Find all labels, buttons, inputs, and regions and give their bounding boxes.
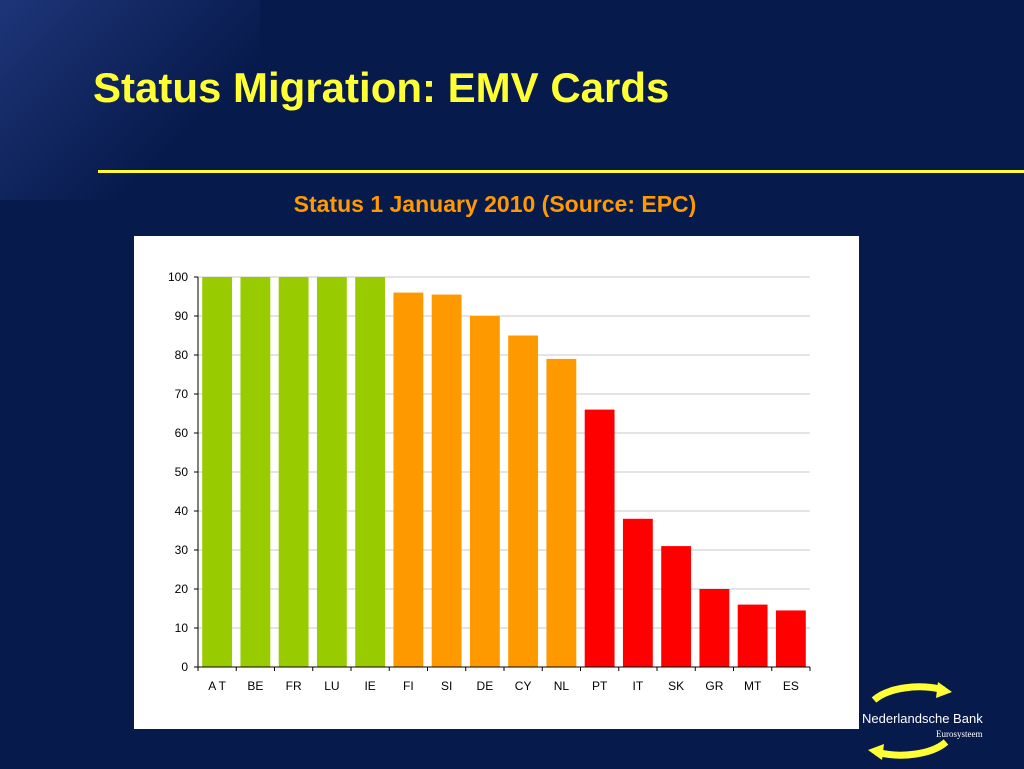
bar-nl [546, 358, 577, 667]
bar-at [202, 277, 233, 667]
dnb-logo: Nederlandsche Bank Eurosysteem [852, 678, 1024, 764]
chart-panel: 0 10 20 30 40 50 60 70 80 90 100 A T BE FR LU IE FI SI DE C… [134, 236, 859, 729]
bars [202, 277, 806, 667]
x-tick-label: SI [441, 679, 452, 693]
slide-title: Status Migration: EMV Cards [93, 64, 670, 111]
title-divider [98, 170, 1024, 173]
tick-labels: 0 10 20 30 40 50 60 70 80 90 100 A T BE FR LU IE FI SI DE C… [168, 270, 799, 693]
y-tick-label: 90 [175, 309, 189, 323]
bar-fi [393, 292, 424, 667]
logo-name: Nederlandsche Bank [862, 711, 983, 726]
x-tick-label: CY [515, 679, 532, 693]
background-glow [0, 0, 260, 200]
x-tick-label: ES [783, 679, 799, 693]
y-tick-label: 10 [175, 621, 189, 635]
y-tick-label: 60 [175, 426, 189, 440]
bar-si [431, 294, 462, 667]
y-tick-label: 70 [175, 387, 189, 401]
axes [194, 276, 811, 671]
x-tick-label: FR [286, 679, 302, 693]
bar-be [240, 277, 271, 667]
x-tick-label: NL [554, 679, 570, 693]
bar-gr [699, 589, 730, 667]
x-tick-label: IT [633, 679, 644, 693]
y-tick-label: 40 [175, 504, 189, 518]
x-tick-label: FI [403, 679, 414, 693]
x-tick-label: LU [324, 679, 339, 693]
bar-pt [584, 409, 615, 667]
x-tick-label: MT [744, 679, 762, 693]
y-tick-label: 20 [175, 582, 189, 596]
bar-de [469, 316, 500, 667]
y-tick-label: 50 [175, 465, 189, 479]
bar-cy [508, 335, 539, 667]
x-tick-label: GR [705, 679, 723, 693]
x-tick-label: BE [247, 679, 263, 693]
x-tick-label: A T [208, 679, 226, 693]
y-tick-label: 100 [168, 270, 188, 284]
dnb-logo-icon [868, 682, 952, 760]
chart-subtitle: Status 1 January 2010 (Source: EPC) [293, 191, 697, 217]
bar-es [775, 610, 806, 667]
x-tick-label: IE [364, 679, 375, 693]
bar-ie [355, 277, 386, 667]
logo-subtitle: Eurosysteem [936, 729, 983, 739]
bar-lu [316, 277, 347, 667]
bar-sk [661, 546, 692, 667]
y-tick-label: 30 [175, 543, 189, 557]
bar-fr [278, 277, 309, 667]
bar-it [622, 518, 653, 667]
bar-chart: 0 10 20 30 40 50 60 70 80 90 100 A T BE FR LU IE FI SI DE C… [168, 270, 811, 693]
x-tick-label: SK [668, 679, 684, 693]
bar-mt [737, 604, 768, 667]
y-tick-label: 80 [175, 348, 189, 362]
x-tick-label: DE [477, 679, 494, 693]
x-tick-label: PT [592, 679, 608, 693]
y-tick-label: 0 [181, 660, 188, 674]
